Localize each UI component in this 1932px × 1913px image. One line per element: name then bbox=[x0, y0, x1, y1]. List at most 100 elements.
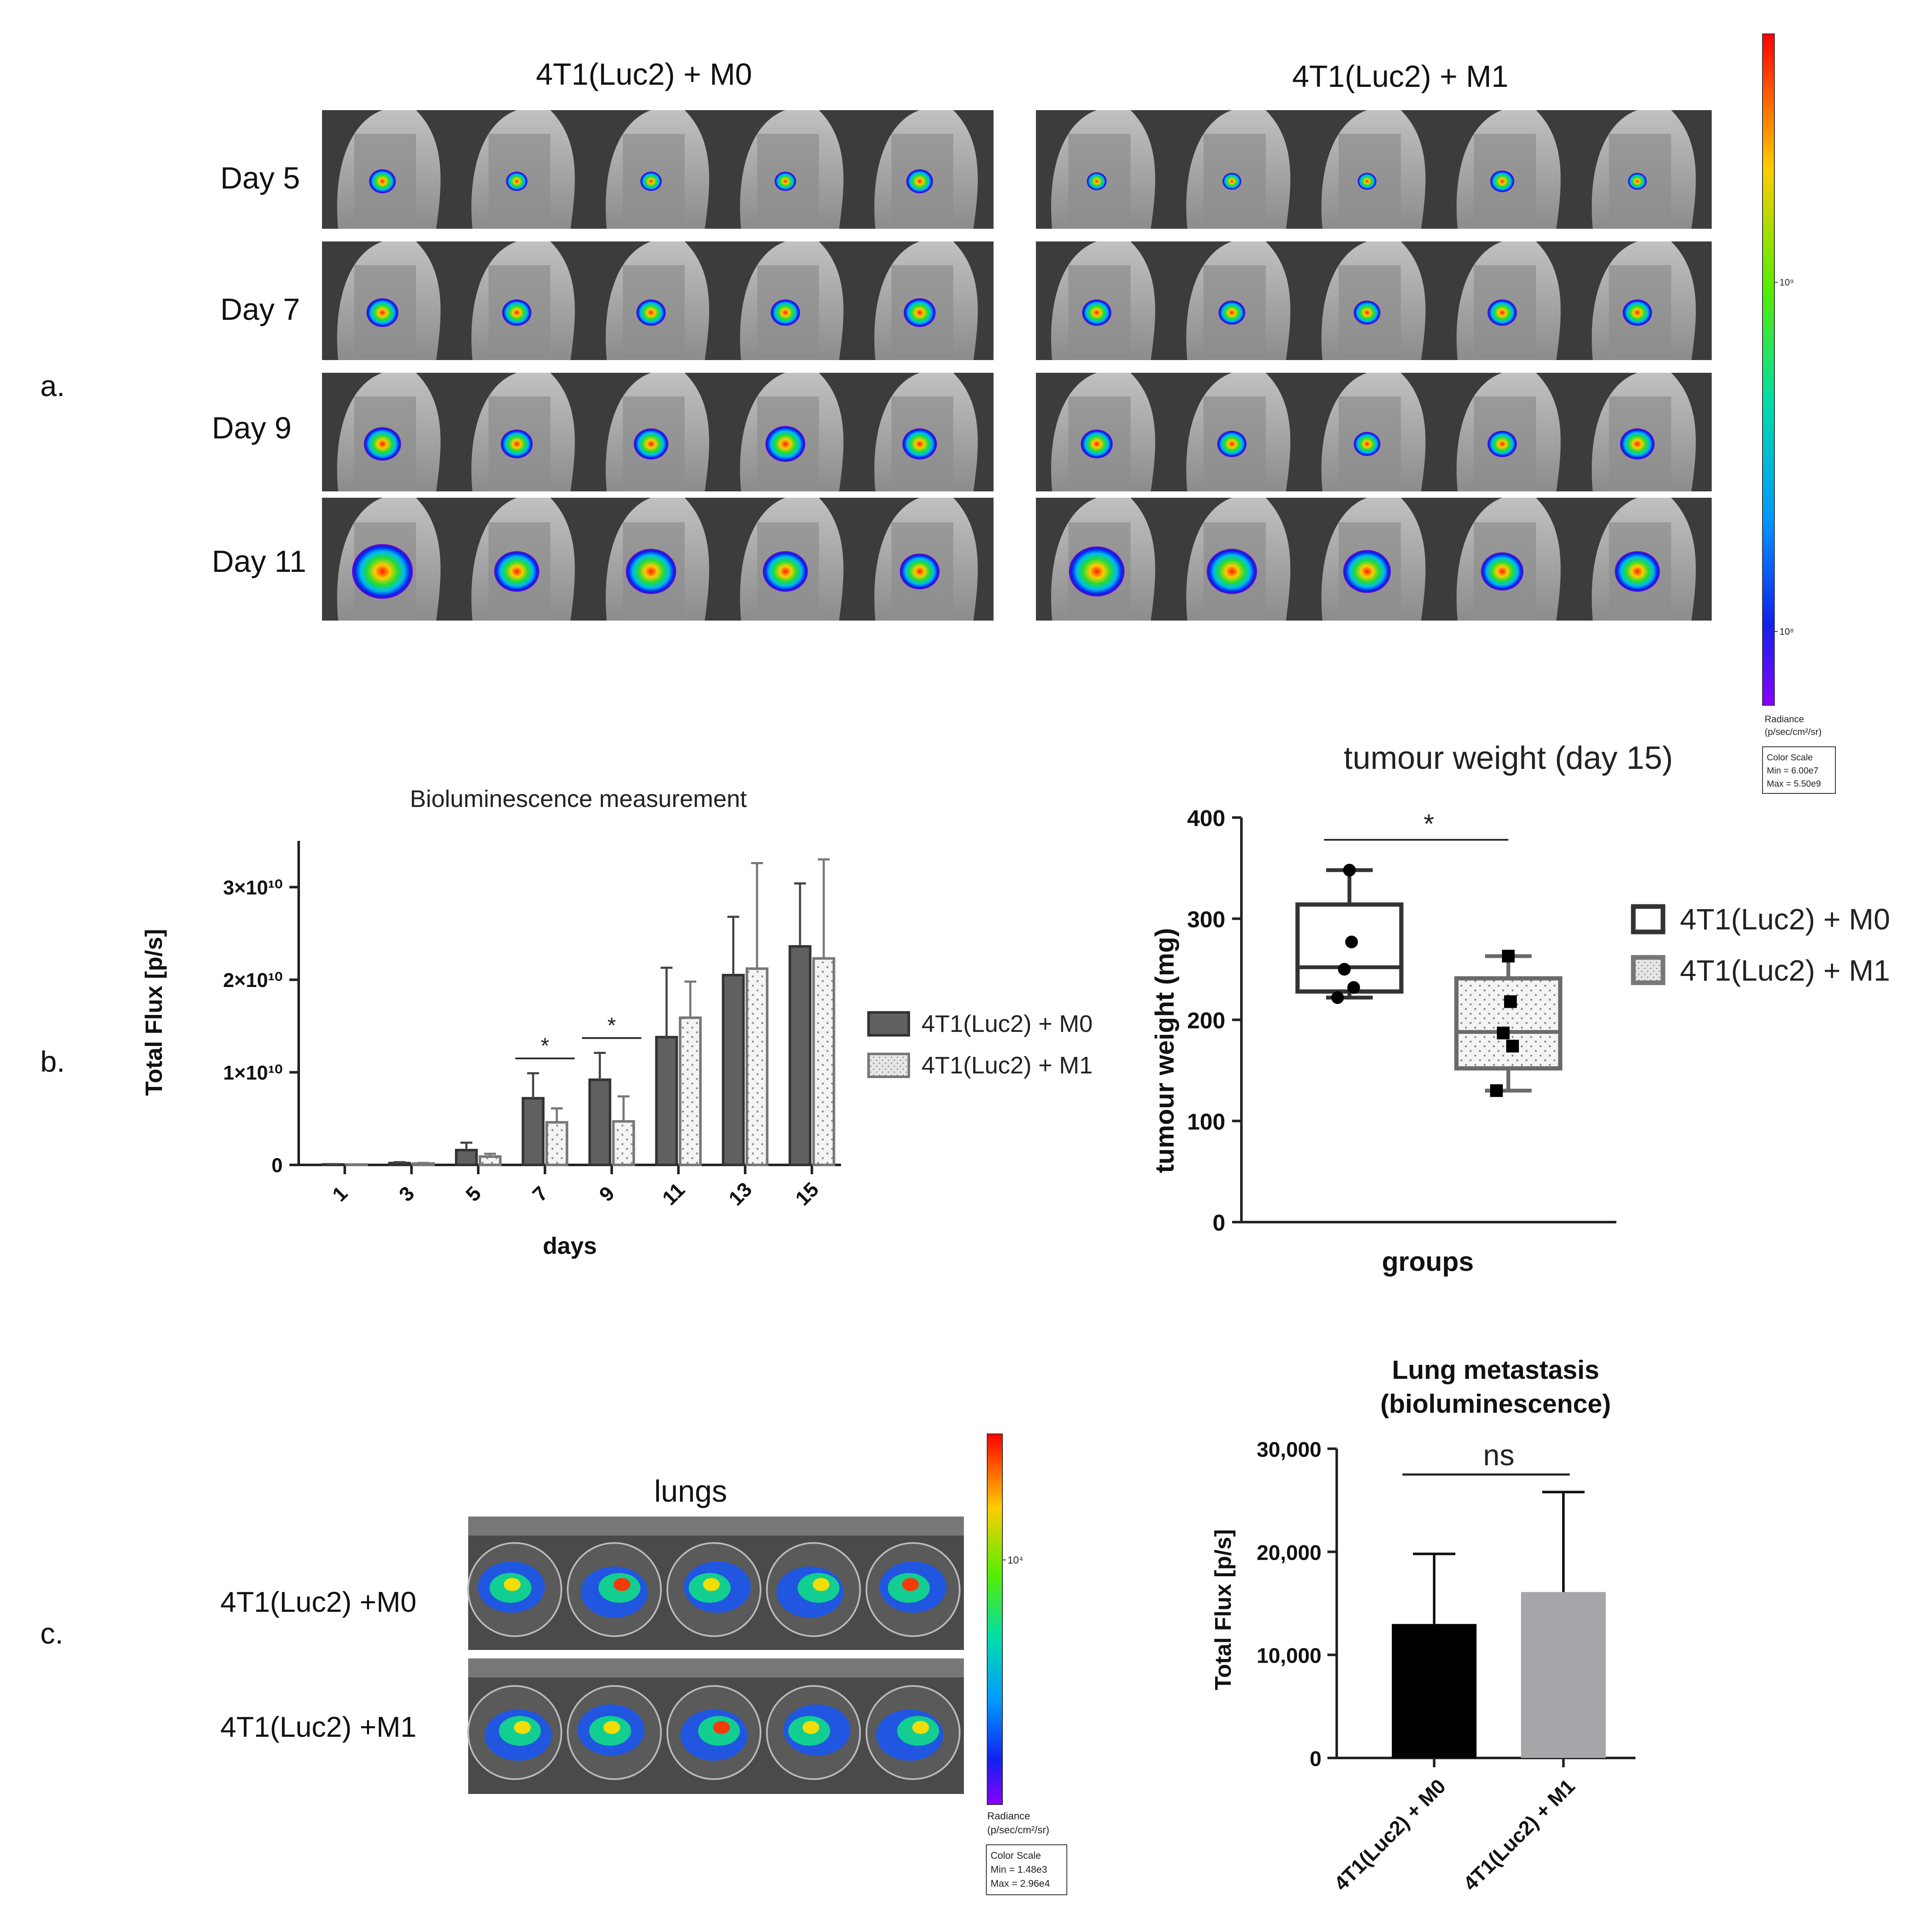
x-axis-label: days bbox=[543, 1232, 597, 1259]
bioluminescence-chart: Bioluminescence measurement 0 1×10¹⁰ 2×10¹… bbox=[140, 785, 1093, 1259]
lung-image-tray bbox=[468, 1517, 964, 1536]
lung-signal-peak bbox=[912, 1721, 929, 1734]
y-tick-label: 400 bbox=[1187, 806, 1225, 831]
tumour-signal bbox=[369, 169, 396, 194]
tumour-signal bbox=[1487, 430, 1517, 457]
tumour-signal bbox=[1490, 170, 1514, 192]
scale-info-line-3: Max = 2.96e4 bbox=[991, 1878, 1050, 1889]
y-tick-label: 10,000 bbox=[1257, 1644, 1321, 1668]
y-tick-label: 30,000 bbox=[1257, 1438, 1321, 1461]
lung-signal-peak bbox=[802, 1721, 819, 1734]
tumour-signal bbox=[366, 298, 399, 327]
lung-row-label-m1: 4T1(Luc2) +M1 bbox=[220, 1711, 416, 1743]
data-point bbox=[1490, 1084, 1503, 1097]
tumour-signal bbox=[502, 299, 532, 326]
row-label-day-5: Day 5 bbox=[220, 161, 300, 195]
y-tick-label: 0 bbox=[1213, 1210, 1225, 1236]
tumour-signal bbox=[763, 551, 808, 592]
lung-signal-peak bbox=[902, 1578, 919, 1591]
tumour-signal bbox=[1628, 173, 1647, 190]
lungs-title: lungs bbox=[654, 1475, 727, 1508]
chart-title-line-1: Lung metastasis bbox=[1392, 1356, 1599, 1385]
legend: 4T1(Luc2) + M0 4T1(Luc2) + M1 bbox=[1631, 903, 1890, 987]
data-point bbox=[1502, 950, 1515, 963]
panel-label-c: c. bbox=[40, 1617, 63, 1650]
panel-a-imaging: 4T1(Luc2) + M0 4T1(Luc2) + M1 Day 5 Day … bbox=[212, 33, 1836, 794]
tumour-signal bbox=[1487, 299, 1517, 326]
row-label-day-9: Day 9 bbox=[212, 411, 291, 445]
box bbox=[1454, 976, 1563, 1071]
data-point bbox=[1338, 963, 1351, 976]
y-axis-label: Total Flux [p/s] bbox=[1210, 1529, 1236, 1690]
data-point bbox=[1506, 1040, 1519, 1053]
legend-label-m1: 4T1(Luc2) + M1 bbox=[1680, 954, 1890, 987]
tumour-signal bbox=[506, 172, 527, 191]
bar bbox=[1392, 1624, 1477, 1758]
bar bbox=[588, 1078, 611, 1167]
tumour-signal bbox=[1082, 299, 1112, 326]
tumour-signal bbox=[1354, 300, 1381, 325]
legend-swatch-m0 bbox=[1631, 904, 1666, 934]
tumour-signal bbox=[902, 428, 937, 460]
bar bbox=[679, 1016, 702, 1166]
panel-label-b: b. bbox=[40, 1045, 65, 1078]
tumour-signal bbox=[1207, 549, 1257, 594]
scale-tick-label: 10⁹ bbox=[1779, 277, 1794, 288]
tumour-signal bbox=[1080, 430, 1113, 458]
chart-title: Bioluminescence measurement bbox=[410, 785, 747, 812]
lung-radiance-scale: 10⁴ Radiance (p/sec/cm²/sr) Color Scale … bbox=[986, 1433, 1067, 1895]
y-axis-label: tumour weight (mg) bbox=[1150, 928, 1180, 1173]
tumour-signal bbox=[903, 298, 936, 327]
tumour-signal bbox=[899, 553, 940, 590]
bar bbox=[545, 1121, 569, 1166]
mouse-image-grid bbox=[322, 110, 1712, 621]
bar bbox=[745, 967, 769, 1167]
bar bbox=[478, 1155, 502, 1167]
lung-signal-peak bbox=[713, 1721, 730, 1734]
x-axis-label: groups bbox=[1382, 1246, 1474, 1277]
scale-info-line-1: Color Scale bbox=[991, 1850, 1041, 1861]
data-point bbox=[1347, 981, 1360, 994]
bar bbox=[788, 945, 812, 1166]
lung-signal-peak bbox=[613, 1578, 630, 1591]
scale-info-line-2: Min = 1.48e3 bbox=[991, 1864, 1047, 1875]
bar bbox=[655, 1036, 678, 1166]
scale-tick-label: 10⁸ bbox=[1779, 626, 1794, 637]
y-tick-label: 3×10¹⁰ bbox=[223, 876, 283, 898]
data-point bbox=[1343, 864, 1356, 877]
lung-signal-peak bbox=[504, 1578, 521, 1591]
x-tick-label: 9 bbox=[595, 1182, 619, 1206]
x-tick-label: 13 bbox=[724, 1178, 756, 1210]
data-point bbox=[1345, 935, 1358, 948]
legend-label-m0: 4T1(Luc2) + M0 bbox=[922, 1010, 1093, 1037]
y-tick-label: 1×10¹⁰ bbox=[223, 1061, 283, 1084]
scale-radiance-units: (p/sec/cm²/sr) bbox=[1765, 726, 1821, 737]
tumour-signal bbox=[1087, 172, 1107, 191]
tumour-signal bbox=[1219, 300, 1246, 325]
lung-image-tray bbox=[468, 1658, 964, 1677]
x-tick-label: 5 bbox=[462, 1182, 486, 1206]
tumour-signal bbox=[765, 426, 805, 462]
chart-title: tumour weight (day 15) bbox=[1344, 740, 1673, 776]
x-tick-label: 1 bbox=[328, 1182, 352, 1206]
tumour-signal bbox=[774, 172, 796, 191]
tumour-signal bbox=[1615, 551, 1660, 592]
significance-marker: * bbox=[541, 1034, 549, 1059]
tumour-signal bbox=[1481, 552, 1524, 591]
tumour-signal bbox=[626, 549, 677, 594]
scale-tick-label: 10⁴ bbox=[1008, 1555, 1023, 1566]
tumour-signal bbox=[640, 172, 662, 191]
y-tick-label: 2×10¹⁰ bbox=[223, 969, 283, 991]
bar bbox=[812, 957, 836, 1166]
bar bbox=[388, 1162, 411, 1167]
panel-c-lung-imaging: lungs 4T1(Luc2) +M0 4T1(Luc2) +M1 10⁴ Ra… bbox=[220, 1433, 1067, 1895]
group-title-m0: 4T1(Luc2) + M0 bbox=[536, 58, 752, 91]
lung-row-label-m0: 4T1(Luc2) +M0 bbox=[220, 1586, 416, 1618]
tumour-signal bbox=[1069, 546, 1125, 597]
lung-image-strip bbox=[467, 1517, 964, 1794]
lung-signal-peak bbox=[603, 1721, 620, 1734]
x-tick-label: 15 bbox=[791, 1178, 823, 1210]
tumour-signal bbox=[352, 544, 413, 599]
tumour-signal bbox=[1217, 430, 1247, 457]
